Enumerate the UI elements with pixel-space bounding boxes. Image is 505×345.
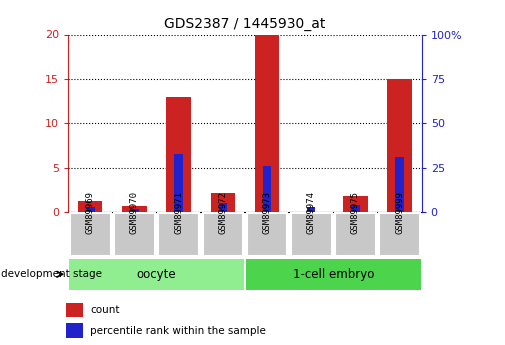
Text: 1-cell embryo: 1-cell embryo	[292, 268, 374, 281]
Text: GSM89973: GSM89973	[263, 191, 272, 234]
Bar	[122, 206, 146, 212]
FancyBboxPatch shape	[114, 213, 155, 256]
Bar	[255, 34, 279, 212]
Bar	[219, 203, 227, 212]
Text: GSM89969: GSM89969	[86, 191, 95, 234]
Text: percentile rank within the sample: percentile rank within the sample	[90, 326, 266, 336]
Bar	[86, 207, 94, 212]
FancyBboxPatch shape	[246, 213, 287, 256]
Bar	[66, 323, 83, 338]
Text: oocyte: oocyte	[137, 268, 176, 281]
Bar	[395, 157, 404, 212]
Bar	[174, 155, 183, 212]
Bar	[263, 166, 271, 212]
Bar	[167, 97, 191, 212]
FancyBboxPatch shape	[69, 259, 244, 290]
Bar	[351, 205, 360, 212]
Bar	[387, 79, 412, 212]
FancyBboxPatch shape	[291, 213, 331, 256]
Bar	[78, 201, 103, 212]
FancyBboxPatch shape	[159, 213, 199, 256]
Text: GSM89971: GSM89971	[174, 191, 183, 234]
Bar	[343, 196, 368, 212]
Bar	[66, 303, 83, 317]
Bar	[211, 193, 235, 212]
Text: GSM89999: GSM89999	[395, 191, 404, 234]
Bar	[307, 207, 316, 212]
FancyBboxPatch shape	[203, 213, 243, 256]
FancyBboxPatch shape	[379, 213, 420, 256]
Text: GSM89972: GSM89972	[218, 191, 227, 234]
FancyBboxPatch shape	[335, 213, 376, 256]
FancyBboxPatch shape	[70, 213, 111, 256]
Text: count: count	[90, 305, 120, 315]
Text: GSM89970: GSM89970	[130, 191, 139, 234]
Text: development stage: development stage	[1, 269, 102, 279]
Text: GSM89974: GSM89974	[307, 191, 316, 234]
Text: GSM89975: GSM89975	[351, 191, 360, 234]
Title: GDS2387 / 1445930_at: GDS2387 / 1445930_at	[164, 17, 326, 31]
Bar	[130, 209, 139, 212]
FancyBboxPatch shape	[246, 259, 421, 290]
